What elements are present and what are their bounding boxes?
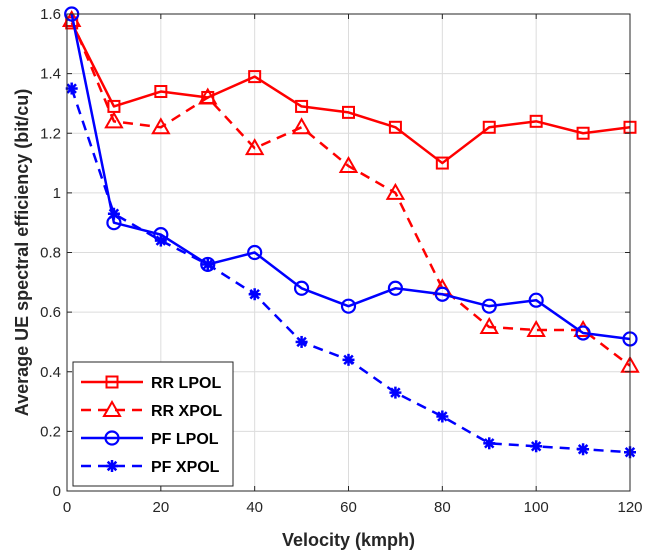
data-point-pf-xpol bbox=[577, 443, 590, 456]
data-point-rr-lpol bbox=[388, 120, 402, 134]
data-point-rr-lpol bbox=[154, 85, 168, 99]
y-tick-label: 1.2 bbox=[40, 125, 61, 142]
legend-label: PF XPOL bbox=[151, 459, 220, 476]
data-point-rr-xpol bbox=[151, 117, 171, 135]
data-point-pf-lpol bbox=[528, 292, 544, 308]
series-rr-lpol bbox=[65, 16, 637, 170]
data-point-pf-xpol bbox=[65, 82, 78, 95]
data-point-pf-xpol bbox=[483, 437, 496, 450]
x-tick-label: 120 bbox=[617, 499, 642, 516]
legend-label: RR LPOL bbox=[151, 375, 221, 392]
legend-swatch-marker bbox=[104, 430, 120, 446]
y-tick-label: 0 bbox=[53, 483, 61, 500]
data-point-pf-xpol bbox=[295, 335, 308, 348]
legend-item-pf-xpol: PF XPOL bbox=[81, 459, 220, 476]
data-point-rr-lpol bbox=[295, 99, 309, 113]
x-tick-label: 20 bbox=[152, 499, 169, 516]
x-tick-label: 0 bbox=[63, 499, 71, 516]
legend-swatch-marker bbox=[106, 460, 118, 472]
legend-item-pf-lpol: PF LPOL bbox=[81, 430, 219, 448]
y-tick-label: 1 bbox=[53, 185, 61, 202]
data-point-rr-xpol bbox=[244, 138, 265, 156]
data-point-pf-lpol bbox=[340, 298, 357, 314]
data-point-pf-lpol bbox=[247, 244, 263, 261]
y-tick-label: 1.6 bbox=[40, 6, 61, 23]
legend-item-rr-xpol: RR XPOL bbox=[81, 399, 222, 420]
data-point-rr-xpol bbox=[291, 117, 312, 135]
data-point-rr-lpol bbox=[342, 105, 355, 119]
legend-label: RR XPOL bbox=[151, 403, 222, 420]
data-point-pf-lpol bbox=[200, 256, 216, 273]
data-point-pf-lpol bbox=[293, 280, 310, 296]
x-tick-label: 100 bbox=[524, 499, 549, 516]
data-point-pf-lpol bbox=[387, 280, 404, 296]
data-point-pf-xpol bbox=[201, 258, 214, 271]
y-tick-label: 0.8 bbox=[40, 245, 61, 262]
data-point-pf-xpol bbox=[342, 353, 355, 366]
x-tick-label: 40 bbox=[246, 499, 263, 516]
data-point-rr-xpol bbox=[385, 182, 406, 200]
data-point-pf-xpol bbox=[389, 386, 402, 399]
legend-swatch-marker bbox=[102, 399, 122, 417]
data-point-rr-lpol bbox=[529, 114, 543, 128]
data-point-pf-xpol bbox=[530, 440, 543, 453]
data-point-rr-xpol bbox=[198, 87, 218, 105]
legend-swatch-marker bbox=[105, 375, 119, 389]
y-tick-label: 0.6 bbox=[40, 304, 61, 321]
data-point-rr-lpol bbox=[435, 156, 449, 170]
y-axis-label: Average UE spectral efficiency (bit/cu) bbox=[12, 89, 32, 416]
data-point-rr-xpol bbox=[104, 111, 124, 129]
data-point-pf-lpol bbox=[434, 286, 450, 302]
x-tick-label: 60 bbox=[340, 499, 357, 516]
y-tick-label: 0.2 bbox=[40, 423, 61, 440]
legend: RR LPOL RR XPOL PF LPOL PF XPOL bbox=[72, 361, 234, 487]
y-tick-label: 0.4 bbox=[40, 364, 61, 381]
y-tick-label: 1.4 bbox=[40, 66, 61, 83]
legend-label: PF LPOL bbox=[151, 431, 219, 448]
data-point-rr-lpol bbox=[576, 126, 590, 140]
data-point-pf-xpol bbox=[436, 410, 449, 423]
data-point-rr-xpol bbox=[479, 317, 499, 335]
data-point-pf-xpol bbox=[248, 288, 261, 301]
data-point-rr-lpol bbox=[248, 70, 262, 84]
x-axis-label: Velocity (kmph) bbox=[282, 530, 415, 550]
legend-item-rr-lpol: RR LPOL bbox=[81, 375, 221, 392]
series-line-rr-xpol bbox=[70, 19, 631, 367]
data-point-rr-xpol bbox=[338, 156, 359, 174]
series-line-rr-lpol bbox=[70, 22, 631, 165]
data-point-pf-lpol bbox=[575, 325, 591, 341]
data-point-pf-xpol bbox=[107, 207, 120, 220]
x-tick-label: 80 bbox=[434, 499, 451, 516]
data-point-pf-xpol bbox=[154, 234, 167, 247]
data-point-rr-xpol bbox=[526, 319, 546, 338]
data-point-pf-lpol bbox=[481, 298, 497, 314]
tick-labels: 0 20 40 60 80 100 120 0 0.2 0.4 0.6 0.8 1 1.2 1.4 1.6 bbox=[40, 6, 642, 516]
data-point-rr-lpol bbox=[482, 120, 496, 134]
